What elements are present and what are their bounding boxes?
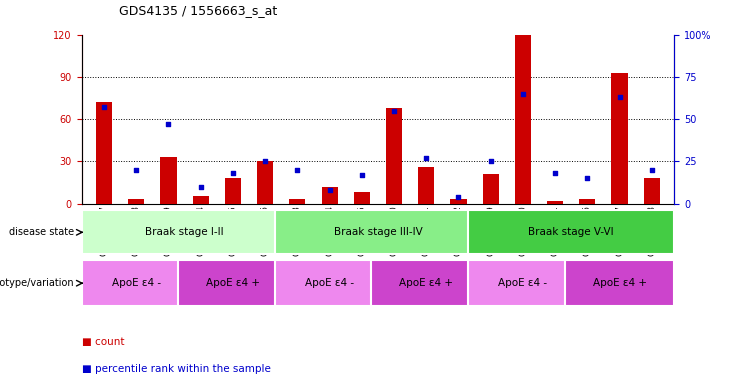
Point: [291, 167, 303, 173]
Point: [485, 158, 496, 164]
Point: [259, 158, 271, 164]
Bar: [96, 102, 112, 204]
Bar: [161, 157, 176, 204]
Bar: [451, 199, 467, 204]
Bar: [565, 260, 674, 306]
Bar: [644, 178, 659, 204]
Point: [453, 194, 465, 200]
Point: [98, 104, 110, 110]
Text: ApoE ε4 -: ApoE ε4 -: [305, 278, 354, 288]
Bar: [547, 201, 563, 204]
Bar: [225, 178, 241, 204]
Bar: [82, 260, 191, 306]
Text: ■ percentile rank within the sample: ■ percentile rank within the sample: [82, 364, 270, 374]
Bar: [611, 73, 628, 204]
Bar: [275, 260, 385, 306]
Bar: [193, 197, 209, 204]
Point: [420, 155, 432, 161]
Point: [646, 167, 658, 173]
Text: ■ count: ■ count: [82, 337, 124, 347]
Text: ApoE ε4 -: ApoE ε4 -: [499, 278, 548, 288]
Text: ApoE ε4 +: ApoE ε4 +: [593, 278, 647, 288]
Text: ApoE ε4 +: ApoE ε4 +: [206, 278, 260, 288]
Bar: [482, 174, 499, 204]
Bar: [579, 199, 595, 204]
Bar: [178, 260, 288, 306]
Text: ApoE ε4 +: ApoE ε4 +: [399, 278, 453, 288]
Text: Braak stage III-IV: Braak stage III-IV: [333, 227, 422, 237]
Point: [130, 167, 142, 173]
Text: GDS4135 / 1556663_s_at: GDS4135 / 1556663_s_at: [119, 4, 277, 17]
Point: [582, 175, 594, 181]
Bar: [322, 187, 338, 204]
Bar: [371, 260, 481, 306]
Point: [356, 172, 368, 178]
Bar: [289, 199, 305, 204]
Bar: [128, 199, 144, 204]
Point: [324, 187, 336, 193]
Point: [227, 170, 239, 176]
Bar: [353, 192, 370, 204]
Bar: [515, 35, 531, 204]
Text: disease state: disease state: [9, 227, 74, 237]
Point: [388, 108, 400, 114]
Point: [162, 121, 174, 127]
Text: genotype/variation: genotype/variation: [0, 278, 74, 288]
Point: [195, 184, 207, 190]
Bar: [82, 210, 288, 255]
Point: [517, 91, 529, 97]
Bar: [418, 167, 434, 204]
Point: [549, 170, 561, 176]
Text: ApoE ε4 -: ApoE ε4 -: [112, 278, 161, 288]
Bar: [386, 108, 402, 204]
Bar: [257, 161, 273, 204]
Text: Braak stage I-II: Braak stage I-II: [145, 227, 224, 237]
Bar: [468, 210, 674, 255]
Bar: [275, 210, 481, 255]
Bar: [468, 260, 578, 306]
Point: [614, 94, 625, 100]
Text: Braak stage V-VI: Braak stage V-VI: [528, 227, 614, 237]
